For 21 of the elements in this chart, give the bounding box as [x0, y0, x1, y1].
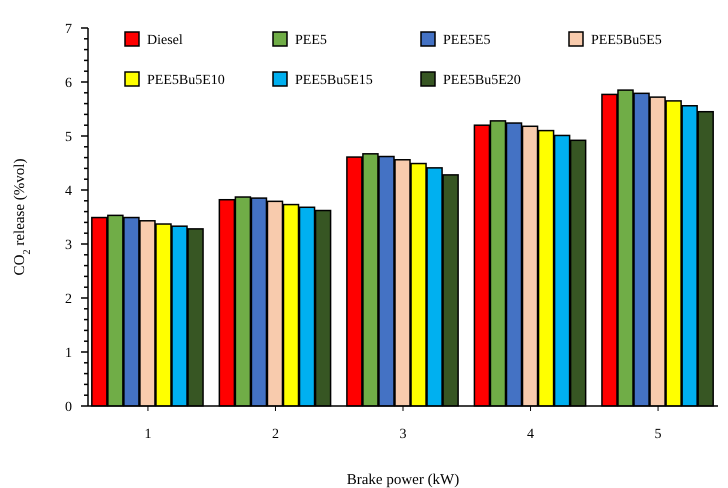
legend-label: PEE5Bu5E20 [443, 72, 521, 88]
legend-label: PEE5 [295, 32, 327, 48]
y-tick-label: 5 [65, 130, 72, 145]
x-tick-label: 2 [272, 427, 279, 442]
x-tick-label: 5 [654, 427, 662, 442]
y-tick-label: 0 [65, 400, 72, 415]
y-tick-label: 6 [65, 76, 72, 91]
x-tick-label: 3 [400, 427, 406, 442]
y-tick-label: 2 [65, 292, 72, 307]
x-tick-label: 4 [527, 427, 534, 442]
y-tick-label: 7 [65, 22, 72, 37]
y-tick-label: 4 [65, 184, 72, 199]
y-tick-label: 3 [65, 238, 72, 253]
legend-label: PEE5E5 [443, 32, 490, 48]
x-axis-title: Brake power (kW) [346, 472, 460, 488]
y-tick-label: 1 [65, 346, 72, 361]
legend-label: PEE5Bu5E15 [295, 72, 373, 88]
legend-label: Diesel [147, 32, 183, 48]
legend-label: PEE5Bu5E5 [591, 32, 662, 48]
x-tick-label: 1 [144, 427, 152, 442]
legend-label: PEE5Bu5E10 [147, 72, 225, 88]
